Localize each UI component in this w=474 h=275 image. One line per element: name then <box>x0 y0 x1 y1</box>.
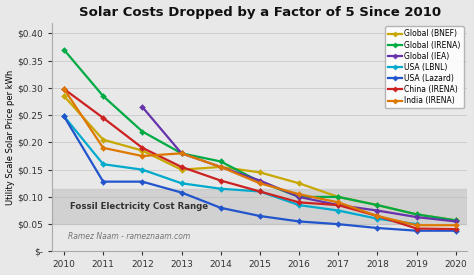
India (IRENA) <box>61 87 67 91</box>
India (IRENA) <box>218 165 224 169</box>
USA (Lazard) <box>414 229 419 232</box>
Bar <box>52 189 467 224</box>
India (IRENA) <box>100 146 106 150</box>
Global (IRENA) <box>453 219 458 222</box>
India (IRENA) <box>139 154 145 158</box>
China (IRENA) <box>179 165 184 169</box>
Legend: Global (BNEF), Global (IRENA), Global (IEA), USA (LBNL), USA (Lazard), China (IR: Global (BNEF), Global (IRENA), Global (I… <box>385 26 464 108</box>
Global (IRENA) <box>218 160 224 163</box>
Line: USA (Lazard): USA (Lazard) <box>62 114 458 233</box>
USA (LBNL) <box>139 168 145 171</box>
Global (IEA) <box>374 209 380 212</box>
Global (IEA) <box>139 105 145 109</box>
USA (LBNL) <box>257 190 263 193</box>
Line: Global (IRENA): Global (IRENA) <box>62 48 458 222</box>
USA (LBNL) <box>61 115 67 118</box>
USA (LBNL) <box>179 182 184 185</box>
Global (IEA) <box>179 152 184 155</box>
China (IRENA) <box>61 87 67 91</box>
India (IRENA) <box>453 224 458 227</box>
Global (IRENA) <box>139 130 145 133</box>
Line: Global (IEA): Global (IEA) <box>140 105 458 224</box>
Global (IEA) <box>218 165 224 169</box>
India (IRENA) <box>296 192 302 196</box>
USA (Lazard) <box>296 220 302 223</box>
Text: Fossil Electricity Cost Range: Fossil Electricity Cost Range <box>70 202 208 211</box>
USA (Lazard) <box>139 180 145 183</box>
Global (BNEF) <box>179 168 184 171</box>
China (IRENA) <box>139 146 145 150</box>
Global (BNEF) <box>453 219 458 222</box>
USA (Lazard) <box>179 191 184 194</box>
Global (IEA) <box>257 179 263 182</box>
China (IRENA) <box>257 190 263 193</box>
India (IRENA) <box>374 214 380 218</box>
USA (LBNL) <box>335 209 341 212</box>
USA (Lazard) <box>453 229 458 232</box>
China (IRENA) <box>335 204 341 207</box>
Line: India (IRENA): India (IRENA) <box>62 87 458 227</box>
Global (BNEF) <box>139 149 145 152</box>
USA (LBNL) <box>414 222 419 226</box>
USA (Lazard) <box>100 180 106 183</box>
Line: USA (LBNL): USA (LBNL) <box>62 114 419 226</box>
USA (LBNL) <box>296 204 302 207</box>
Global (BNEF) <box>100 138 106 141</box>
China (IRENA) <box>374 214 380 218</box>
Title: Solar Costs Dropped by a Factor of 5 Since 2010: Solar Costs Dropped by a Factor of 5 Sin… <box>79 6 441 18</box>
Global (BNEF) <box>218 165 224 169</box>
India (IRENA) <box>179 152 184 155</box>
Global (IRENA) <box>257 180 263 183</box>
USA (Lazard) <box>335 222 341 226</box>
India (IRENA) <box>335 201 341 204</box>
Text: Ramez Naam - rameznaam.com: Ramez Naam - rameznaam.com <box>68 232 190 241</box>
USA (LBNL) <box>374 217 380 220</box>
India (IRENA) <box>414 224 419 227</box>
Global (IRENA) <box>414 213 419 216</box>
Global (BNEF) <box>296 182 302 185</box>
China (IRENA) <box>453 227 458 231</box>
Global (IEA) <box>453 220 458 223</box>
Global (BNEF) <box>414 213 419 216</box>
Line: Global (BNEF): Global (BNEF) <box>62 94 458 222</box>
India (IRENA) <box>257 182 263 185</box>
Global (IRENA) <box>61 48 67 51</box>
China (IRENA) <box>296 201 302 204</box>
China (IRENA) <box>100 116 106 120</box>
USA (Lazard) <box>374 226 380 230</box>
Global (IRENA) <box>100 94 106 98</box>
Global (BNEF) <box>61 94 67 98</box>
Global (IEA) <box>335 204 341 207</box>
USA (Lazard) <box>218 206 224 210</box>
Global (IRENA) <box>296 195 302 199</box>
Global (IRENA) <box>179 152 184 155</box>
Global (IRENA) <box>374 204 380 207</box>
Global (BNEF) <box>257 171 263 174</box>
USA (Lazard) <box>257 214 263 218</box>
Global (IEA) <box>296 195 302 199</box>
Line: China (IRENA): China (IRENA) <box>62 87 458 231</box>
Global (BNEF) <box>374 204 380 207</box>
USA (Lazard) <box>61 115 67 118</box>
USA (LBNL) <box>218 187 224 190</box>
USA (LBNL) <box>100 163 106 166</box>
Y-axis label: Utility Scale Solar Price per kWh: Utility Scale Solar Price per kWh <box>6 69 15 205</box>
Global (IEA) <box>414 215 419 219</box>
China (IRENA) <box>414 227 419 230</box>
Global (IRENA) <box>335 195 341 199</box>
China (IRENA) <box>218 179 224 182</box>
Global (BNEF) <box>335 195 341 199</box>
